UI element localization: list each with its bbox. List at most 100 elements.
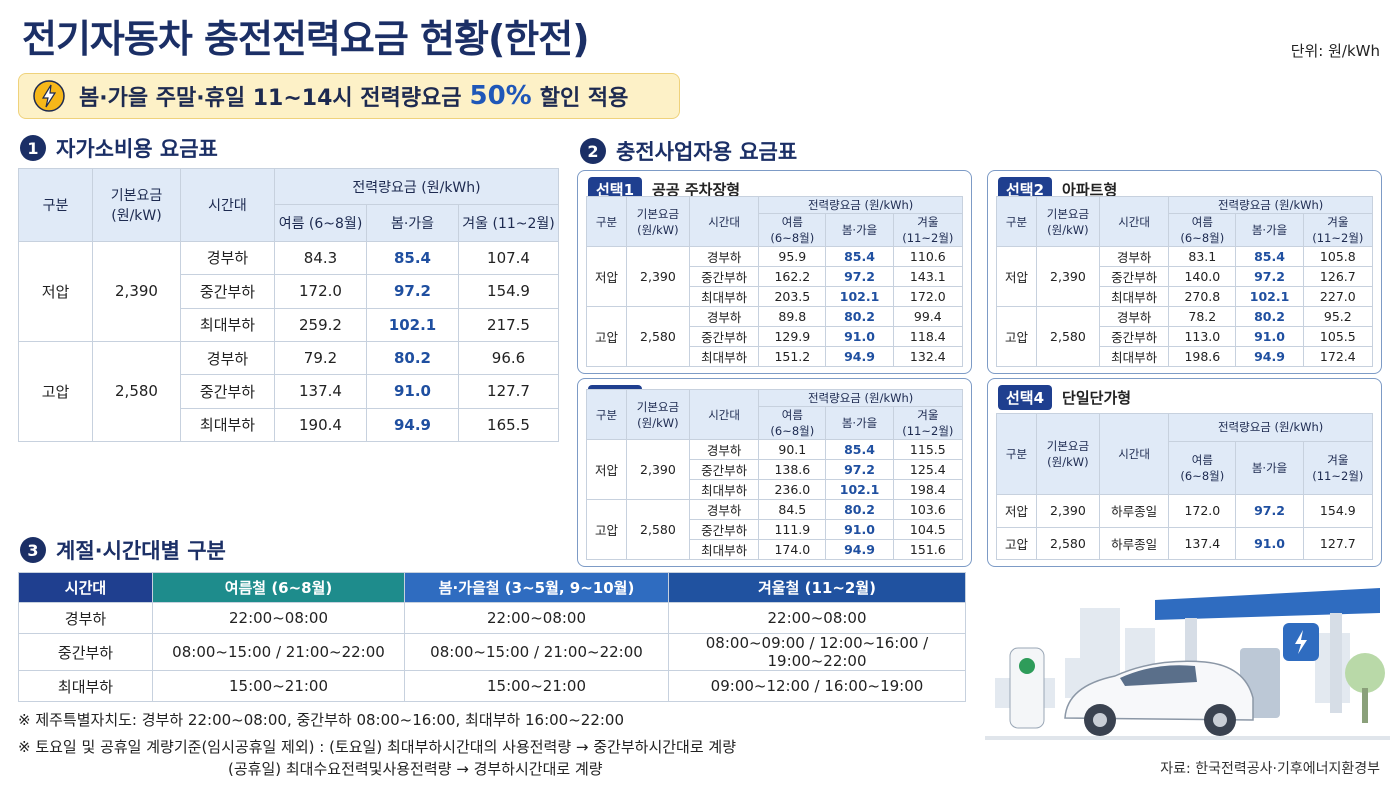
option-box: 선택2 아파트형 구분 기본요금 (원/kW) 시간대 전력량요금 (원/kWh) 여름 (… — [987, 170, 1382, 374]
table-row: 중간부하 111.9 91.0 104.5 — [587, 519, 964, 540]
header-cell: 전력량요금 (원/kWh) — [758, 196, 963, 214]
rate-cell: 127.7 — [457, 374, 560, 409]
header-row: 구분 기본요금 (원/kW) 시간대 전력량요금 (원/kWh) — [586, 389, 963, 440]
table-row: 최대부하 259.2 102.1 217.5 — [19, 307, 560, 342]
time-cell: 중간부하 — [180, 374, 275, 409]
time-cell: 최대부하 — [180, 407, 275, 443]
header-cell: 시간대 — [1098, 196, 1170, 247]
rate-table: 구분 기본요금 (원/kW) 시간대 전력량요금 (원/kWh) 여름 (6~8월) 봄·… — [996, 196, 1374, 367]
rate-cell: 102.1 — [366, 307, 459, 342]
rate-cell: 104.5 — [892, 519, 964, 540]
rate-cell: 85.4 — [825, 246, 894, 267]
rate-cell: 96.6 — [457, 340, 560, 376]
table-row: 고압 2,580 경부하 84.5 80.2 103.6 — [586, 499, 964, 560]
rate-cell: 203.5 — [758, 286, 827, 307]
rate-cell: 97.2 — [1235, 266, 1304, 287]
rate-cell: 198.6 — [1168, 346, 1237, 367]
base-rate-cell: 2,580 — [625, 306, 690, 367]
rate-cell: 91.0 — [1235, 326, 1304, 347]
table-row: 고압 2,580 경부하 89.8 80.2 99.4 — [586, 306, 964, 367]
rate-cell: 113.0 — [1168, 326, 1237, 347]
rate-cell: 78.2 — [1168, 306, 1237, 327]
header-cell: 봄·가을 — [366, 204, 459, 242]
section-title: 충전사업자용 요금표 — [616, 140, 798, 164]
banner: 봄·가을 주말·휴일 11~14시 전력량요금 50% 할인 적용 — [18, 73, 680, 119]
time-cell: 경부하 — [1098, 246, 1170, 267]
rate-cell: 99.4 — [892, 306, 964, 327]
rate-table: 구분 기본요금 (원/kW) 시간대 전력량요금 (원/kWh) 여름 (6~8월) 봄·… — [586, 389, 964, 560]
header-cell: 겨울 (11~2월) — [1302, 440, 1374, 496]
table-row: 중간부하 08:00~15:00 / 21:00~22:00 08:00~15:00… — [18, 633, 966, 671]
rate-cell: 162.2 — [758, 266, 827, 287]
time-cell: 중간부하 — [180, 274, 275, 309]
rate-cell: 198.4 — [892, 479, 964, 500]
time-cell: 하루종일 — [1098, 494, 1170, 528]
header-cell: 기본요금 (원/kW) — [625, 196, 690, 247]
header-cell: 기본요금 (원/kW) — [625, 389, 690, 440]
time-cell: 최대부하 — [688, 286, 760, 307]
table-row: 최대부하 190.4 94.9 165.5 — [19, 407, 560, 443]
rate-cell: 90.1 — [758, 439, 827, 460]
base-rate-cell: 2,580 — [92, 340, 181, 443]
rate-table: 구분 기본요금 (원/kW) 시간대 전력량요금 (원/kWh) 여름 (6~8월) 봄·… — [18, 167, 560, 443]
time-cell: 최대부하 — [1098, 286, 1170, 307]
rate-table: 구분 기본요금 (원/kW) 시간대 전력량요금 (원/kWh) 여름 (6~8월) 봄·… — [996, 412, 1374, 561]
note: ※ 제주특별자치도: 경부하 22:00~08:00, 중간부하 08:00~1… — [18, 711, 625, 729]
illustration — [985, 588, 1390, 740]
table-row: 저압 2,390 하루종일 172.0 97.2 154.9 — [996, 494, 1374, 528]
rate-cell: 85.4 — [1235, 246, 1304, 267]
section-header: 3 계절·시간대별 구분 — [20, 535, 226, 565]
group-cell: 저압 — [996, 246, 1037, 307]
header-cell: 겨울 (11~2월) — [892, 406, 964, 440]
section-number: 2 — [580, 138, 606, 164]
time-cell: 최대부하 — [1098, 346, 1170, 367]
section-title: 계절·시간대별 구분 — [56, 539, 226, 563]
time-cell: 경부하 — [18, 602, 153, 634]
time-cell: 중간부하 — [1098, 266, 1170, 287]
header-cell: 시간대 — [180, 168, 275, 242]
header-cell: 구분 — [586, 196, 627, 247]
time-cell: 경부하 — [180, 240, 275, 276]
rate-cell: 85.4 — [366, 240, 459, 276]
table-row: 최대부하 151.2 94.9 132.4 — [587, 346, 964, 367]
rate-cell: 97.2 — [1235, 494, 1304, 528]
header-row: 여름 (6~8월) 봄·가을 겨울 (11~2월) — [587, 213, 964, 247]
rate-cell: 137.4 — [274, 374, 367, 409]
rate-cell: 129.9 — [758, 326, 827, 347]
time-cell: 하루종일 — [1098, 526, 1170, 561]
time-cell: 중간부하 — [688, 326, 760, 347]
table-row: 중간부하 140.0 97.2 126.7 — [997, 266, 1374, 287]
group-cell: 고압 — [996, 526, 1037, 561]
rate-cell: 97.2 — [825, 266, 894, 287]
time-cell: 최대부하 — [688, 479, 760, 500]
rate-cell: 172.0 — [892, 286, 964, 307]
rate-cell: 97.2 — [825, 459, 894, 480]
time-cell: 경부하 — [688, 306, 760, 327]
rate-cell: 79.2 — [274, 340, 367, 376]
rate-cell: 95.2 — [1302, 306, 1374, 327]
period-cell: 22:00~08:00 — [152, 602, 405, 634]
time-cell: 최대부하 — [688, 346, 760, 367]
section-number: 1 — [20, 135, 46, 161]
rate-cell: 102.1 — [1235, 286, 1304, 307]
rate-cell: 84.3 — [274, 240, 367, 276]
time-cell: 경부하 — [688, 246, 760, 267]
header-cell: 구분 — [586, 389, 627, 440]
rate-cell: 217.5 — [457, 307, 560, 342]
header-cell: 기본요금 (원/kW) — [92, 168, 181, 242]
header-cell: 봄·가을 — [825, 213, 894, 247]
rate-cell: 94.9 — [825, 539, 894, 560]
rate-cell: 84.5 — [758, 499, 827, 520]
season-table: 시간대 여름철 (6~8월) 봄·가을철 (3~5월, 9~10월) 겨울철 (11~… — [18, 572, 966, 702]
rate-cell: 236.0 — [758, 479, 827, 500]
period-cell: 15:00~21:00 — [152, 670, 405, 702]
section-number: 3 — [20, 537, 46, 563]
group-cell: 저압 — [996, 494, 1037, 528]
header-cell: 전력량요금 (원/kWh) — [758, 389, 963, 407]
rate-cell: 172.4 — [1302, 346, 1374, 367]
header-cell: 겨울 (11~2월) — [457, 204, 560, 242]
option-caption: 선택1 공공 주차장형 — [588, 177, 740, 202]
header-row: 구분 기본요금 (원/kW) 시간대 전력량요금 (원/kWh) — [996, 412, 1373, 496]
unit: 단위: 원/kWh — [1290, 42, 1380, 60]
